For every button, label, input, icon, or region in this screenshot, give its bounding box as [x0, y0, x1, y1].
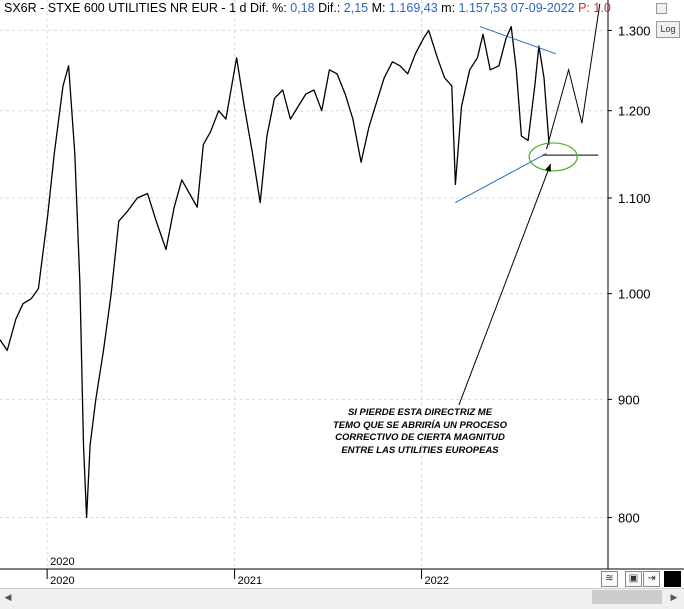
- p-value: 1.0: [593, 1, 611, 15]
- symbol-label: SX6R - STXE 600 UTILITIES NR EUR -: [4, 1, 226, 15]
- annotation-line: SI PIERDE ESTA DIRECTRIZ ME: [347, 407, 493, 418]
- support-ellipse: [528, 142, 578, 172]
- triangle-upper-line: [479, 26, 556, 55]
- annotation-line: TEMO QUE SE ABRIRÍA UN PROCESO: [332, 419, 507, 431]
- projection-path: [546, 3, 601, 150]
- chart-header: SX6R - STXE 600 UTILITIES NR EUR - 1 d D…: [4, 1, 611, 15]
- wave-tool-icon[interactable]: ≋: [601, 571, 618, 587]
- horizontal-scrollbar[interactable]: [0, 588, 684, 609]
- annotation-arrow-line: [458, 163, 552, 406]
- x-tick-label: 2021: [238, 575, 262, 587]
- color-swatch-icon[interactable]: [664, 571, 681, 587]
- annotation-line: CORRECTIVO DE CIERTA MAGNITUD: [335, 432, 505, 443]
- y-tick-label: 1.200: [618, 104, 651, 119]
- log-scale-button[interactable]: Log: [656, 21, 680, 38]
- y-tick-label: 1.100: [618, 191, 651, 206]
- annotation-arrow-head: [545, 163, 551, 172]
- annotation-text: SI PIERDE ESTA DIRECTRIZ ME TEMO QUE SE …: [300, 407, 540, 457]
- date-value: 07-09-2022: [510, 1, 575, 15]
- dif-pct-label: Dif. %:: [249, 1, 287, 15]
- max-label: M:: [371, 1, 386, 15]
- trend-lines: [455, 3, 601, 406]
- save-icon[interactable]: ▣: [625, 571, 642, 587]
- x-axis: 2020 2021 2022 2020: [46, 556, 449, 587]
- scroll-thumb[interactable]: [592, 590, 662, 604]
- annotation-line: ENTRE LAS UTILITIES EUROPEAS: [341, 444, 499, 456]
- x-marker-label: 2020: [50, 556, 74, 568]
- price-series: [0, 25, 550, 519]
- scroll-right-icon[interactable]: ▶: [670, 592, 678, 602]
- p-label: P:: [578, 1, 590, 15]
- dif-pct-value: 0,18: [290, 1, 315, 15]
- x-tick-label: 2022: [425, 575, 449, 587]
- dif-label: Dif.:: [318, 1, 341, 15]
- period-label: 1 d: [229, 1, 247, 15]
- min-value: 1.157,53: [458, 1, 508, 15]
- plot-area: [0, 0, 608, 569]
- y-tick-label: 900: [618, 392, 640, 407]
- scroll-left-icon[interactable]: ◀: [4, 592, 12, 602]
- min-label: m:: [441, 1, 456, 15]
- price-line: [0, 25, 550, 519]
- max-value: 1.169,43: [389, 1, 438, 15]
- window-restore-button[interactable]: [656, 3, 667, 14]
- x-tick-label: 2020: [50, 575, 74, 587]
- pin-icon[interactable]: ⇥: [643, 571, 660, 587]
- y-axis: 800 900 1.000 1.100 1.200 1.300: [608, 23, 651, 526]
- triangle-lower-line: [455, 152, 547, 204]
- y-tick-label: 1.300: [618, 23, 651, 38]
- dif-value: 2,15: [343, 1, 369, 15]
- grid-lines: [0, 0, 608, 569]
- y-tick-label: 800: [618, 511, 640, 526]
- y-tick-label: 1.000: [618, 287, 651, 302]
